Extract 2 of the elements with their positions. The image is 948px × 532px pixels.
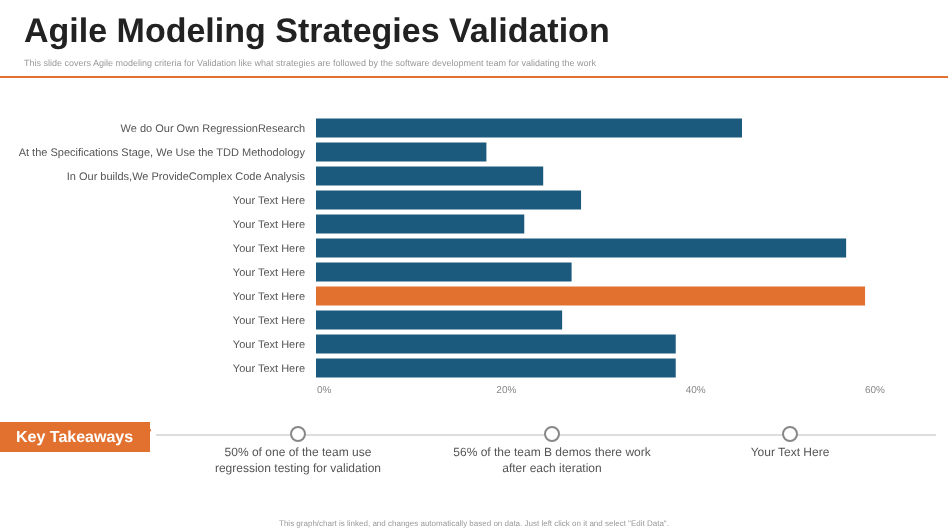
text: Key Takeaways [0,422,150,452]
chart-title: Agile Modeling Strategies Validation [24,12,610,52]
